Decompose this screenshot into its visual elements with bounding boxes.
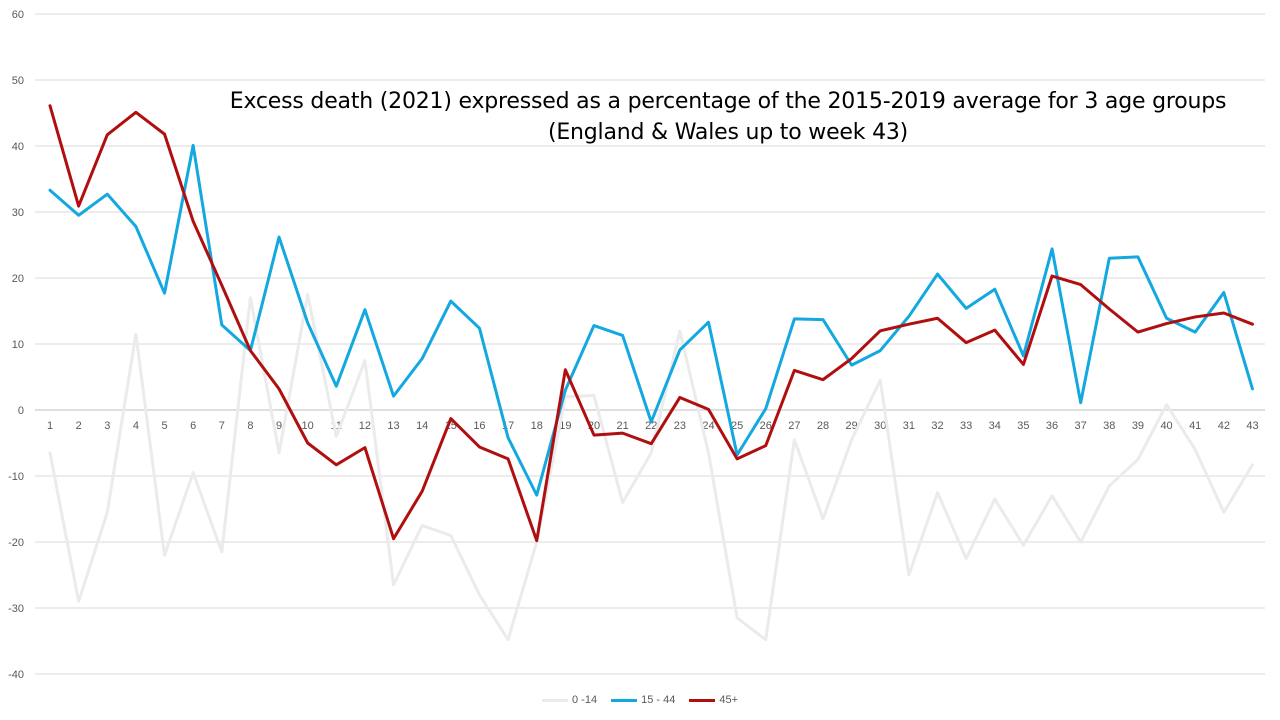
legend-swatch-15-44 [611,698,638,702]
series-lines [48,104,1254,642]
x-tick-label: 23 [674,420,686,432]
x-tick-label: 30 [874,420,886,432]
x-tick-label: 35 [1017,420,1029,432]
gridlines [35,13,1265,675]
x-tick-label: 43 [1246,420,1258,432]
legend-item-45-plus: 45+ [689,692,738,708]
y-tick-label: -40 [8,669,24,681]
legend-label-15-44: 15 - 44 [641,694,676,706]
x-tick-label: 7 [219,420,225,432]
y-tick-label: -10 [8,471,24,483]
chart-title-line-1: Excess death (2021) expressed as a perce… [229,89,1227,114]
x-tick-label: 42 [1218,420,1230,432]
chart-legend: 0 -14 15 - 44 45+ [0,692,1280,708]
y-tick-label: 30 [12,207,24,219]
x-tick-label: 6 [190,420,196,432]
x-tick-label: 12 [359,420,371,432]
y-axis-tick-labels: -40 -30 -20 -10 0 10 20 30 40 50 60 [8,9,24,681]
series-line-0-14 [48,293,1254,642]
legend-item-15-44: 15 - 44 [611,692,675,708]
y-tick-label: 10 [12,339,24,351]
x-tick-label: 22 [645,420,657,432]
chart-title: Excess death (2021) expressed as a perce… [228,86,1228,148]
legend-label-0-14: 0 -14 [572,694,598,706]
x-tick-label: 11 [331,420,342,432]
x-tick-label: 31 [903,420,915,432]
x-tick-label: 41 [1189,420,1201,432]
x-tick-label: 39 [1132,420,1144,432]
x-tick-label: 16 [473,420,485,432]
x-tick-label: 27 [788,420,800,432]
x-tick-label: 34 [989,420,1001,432]
x-tick-label: 32 [931,420,943,432]
x-tick-label: 40 [1160,420,1172,432]
legend-swatch-45-plus [689,698,716,702]
x-tick-label: 8 [247,420,253,432]
x-tick-label: 24 [702,420,714,432]
chart-title-line-2: (England & Wales up to week 43) [547,120,909,145]
x-tick-label: 26 [760,420,772,432]
y-tick-label: 0 [18,405,24,417]
y-tick-label: 40 [12,141,24,153]
x-tick-label: 38 [1103,420,1115,432]
x-tick-label: 1 [47,420,53,432]
x-tick-label: 37 [1075,420,1087,432]
y-tick-label: 50 [12,75,24,87]
x-tick-label: 2 [76,420,82,432]
legend-swatch-0-14 [542,698,568,702]
x-tick-label: 4 [133,420,139,432]
y-tick-label: -30 [8,603,24,615]
x-tick-label: 21 [616,420,628,432]
x-tick-label: 19 [559,420,571,432]
legend-label-45-plus: 45+ [719,694,738,706]
x-tick-label: 14 [416,420,428,432]
x-tick-label: 9 [276,420,282,432]
x-tick-label: 10 [302,420,314,432]
x-tick-label: 13 [387,420,399,432]
y-tick-label: -20 [8,537,24,549]
series-line-45 [48,104,1254,543]
y-tick-label: 60 [12,9,24,21]
x-tick-label: 3 [104,420,110,432]
x-tick-label: 29 [846,420,858,432]
x-tick-label: 28 [817,420,829,432]
legend-item-0-14: 0 -14 [542,692,597,708]
x-tick-label: 5 [161,420,167,432]
x-tick-label: 18 [531,420,543,432]
x-tick-label: 25 [731,420,743,432]
y-tick-label: 20 [12,273,24,285]
x-tick-label: 36 [1046,420,1058,432]
x-tick-label: 33 [960,420,972,432]
